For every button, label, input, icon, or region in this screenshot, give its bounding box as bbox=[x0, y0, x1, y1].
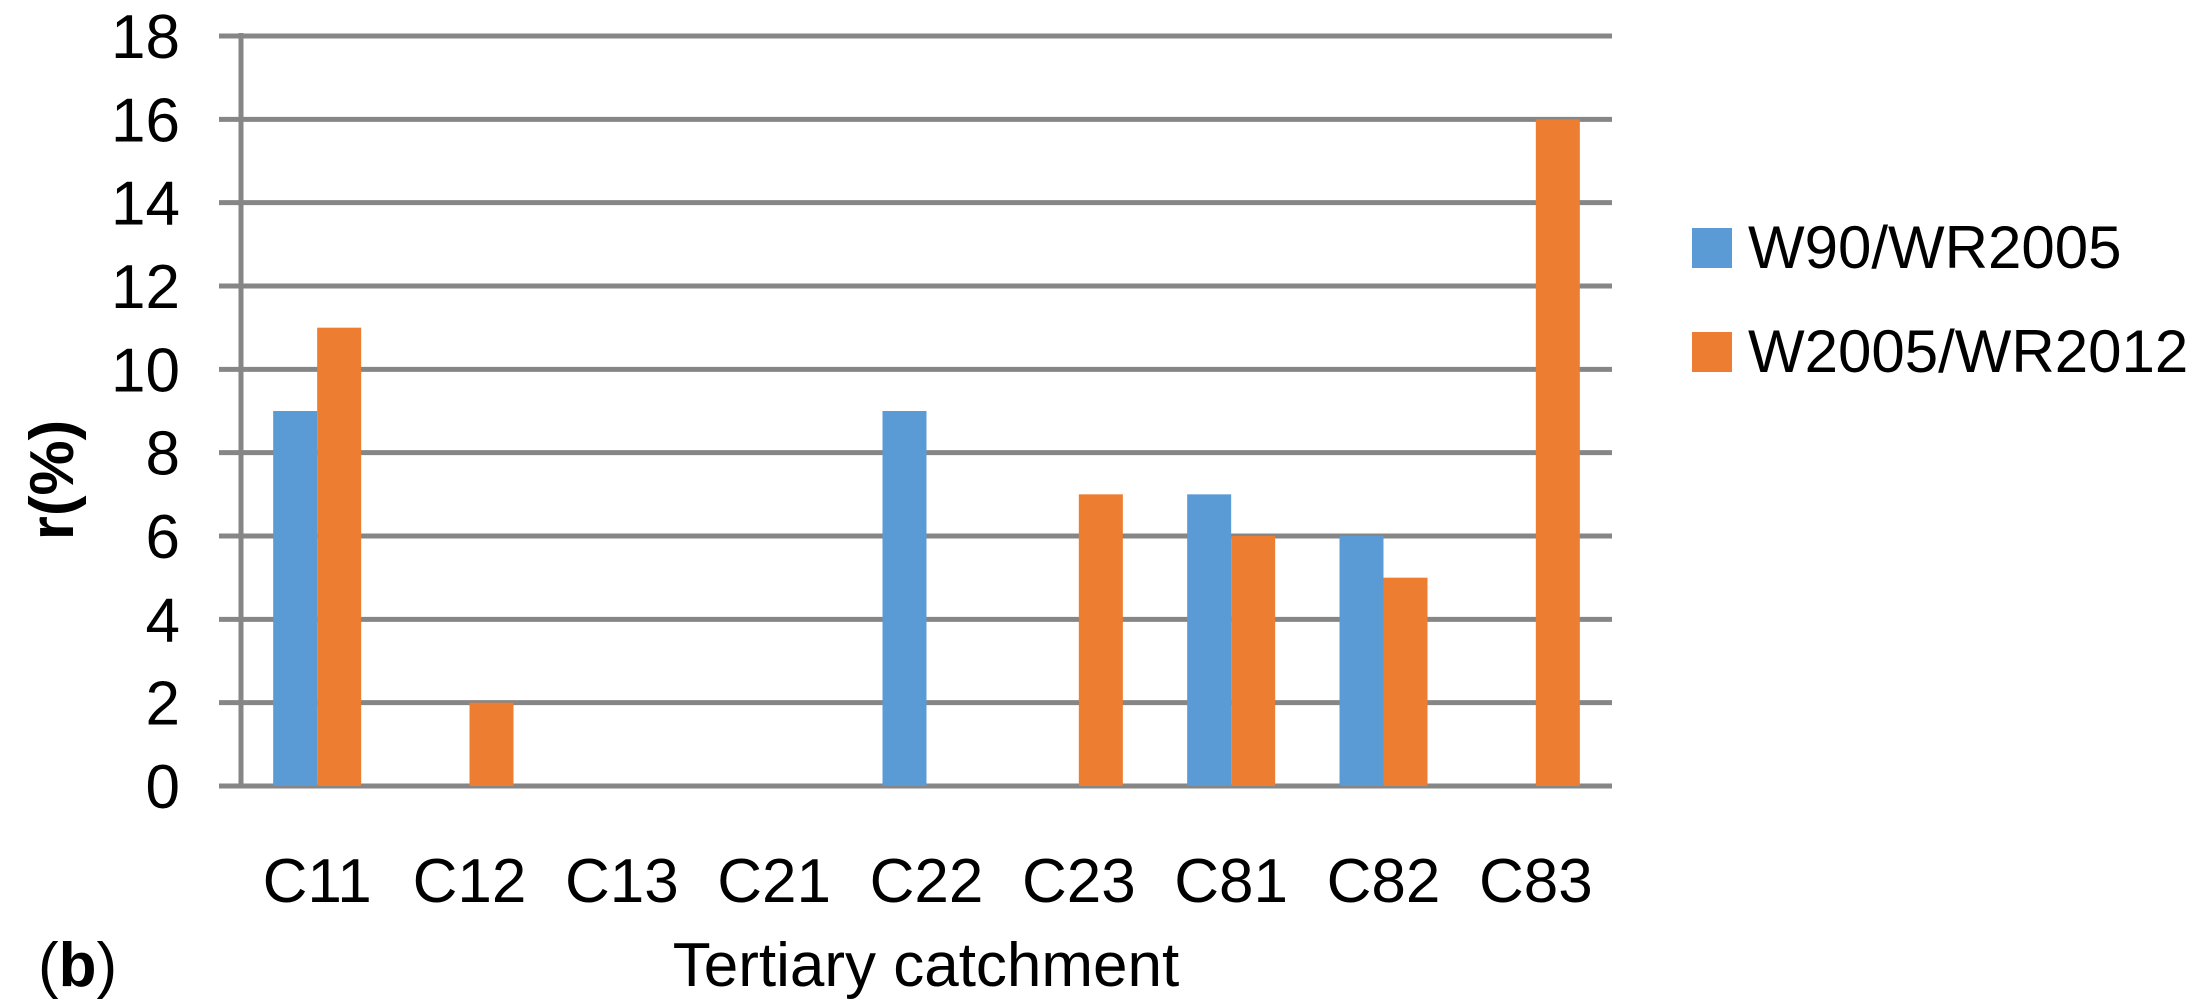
x-tick-label-c81: C81 bbox=[1174, 847, 1288, 916]
legend-label-1: W2005/WR2012 bbox=[1748, 318, 2189, 385]
legend: W90/WR2005 W2005/WR2012 bbox=[1692, 218, 2188, 382]
bar-c82-series0 bbox=[1339, 536, 1384, 786]
y-tick-label-14: 14 bbox=[111, 170, 180, 239]
x-tick-label-c11: C11 bbox=[263, 847, 372, 916]
x-tick-labels: C11 C12 C13 C21 C22 C23 C81 C82 C83 bbox=[263, 847, 1593, 916]
panel-label-letter: b bbox=[59, 931, 97, 1000]
y-tick-label-0: 0 bbox=[146, 753, 180, 822]
bar-c22-series0 bbox=[882, 411, 927, 786]
bar-c11-series0 bbox=[273, 411, 318, 786]
bar-c81-series1 bbox=[1231, 536, 1276, 786]
x-tick-label-c23: C23 bbox=[1022, 847, 1136, 916]
y-tick-label-16: 16 bbox=[111, 86, 180, 155]
y-tick-label-10: 10 bbox=[111, 336, 180, 405]
x-tick-label-c12: C12 bbox=[413, 847, 527, 916]
bar-c23-series1 bbox=[1078, 494, 1123, 786]
y-tick-label-12: 12 bbox=[111, 253, 180, 322]
x-tick-label-c21: C21 bbox=[717, 847, 831, 916]
y-tick-label-8: 8 bbox=[146, 420, 180, 489]
legend-label-0: W90/WR2005 bbox=[1748, 214, 2122, 281]
y-tick-label-18: 18 bbox=[111, 3, 180, 72]
bar-c81-series0 bbox=[1187, 494, 1232, 786]
bars bbox=[273, 119, 1580, 787]
x-tick-label-c83: C83 bbox=[1479, 847, 1593, 916]
x-axis-title: Tertiary catchment bbox=[673, 931, 1180, 1000]
legend-item-0: W90/WR2005 bbox=[1692, 218, 2188, 278]
legend-swatch-1 bbox=[1692, 332, 1732, 372]
legend-item-1: W2005/WR2012 bbox=[1692, 322, 2188, 382]
y-tick-label-2: 2 bbox=[146, 670, 180, 739]
panel-label-close: ) bbox=[97, 931, 118, 1000]
bar-c12-series1 bbox=[469, 702, 514, 786]
panel-label-open: ( bbox=[38, 931, 59, 1000]
y-tick-label-4: 4 bbox=[146, 586, 180, 655]
legend-swatch-0 bbox=[1692, 228, 1732, 268]
bar-c83-series1 bbox=[1535, 119, 1580, 787]
y-tick-labels: 0 2 4 6 8 10 12 14 16 18 bbox=[111, 3, 180, 822]
x-tick-label-c82: C82 bbox=[1327, 847, 1441, 916]
x-tick-label-c13: C13 bbox=[565, 847, 679, 916]
panel-label: (b) bbox=[38, 931, 117, 1000]
x-tick-label-c22: C22 bbox=[870, 847, 984, 916]
y-tick-label-6: 6 bbox=[146, 503, 180, 572]
y-axis-title: r(%) bbox=[18, 420, 87, 541]
bar-c11-series1 bbox=[317, 327, 362, 786]
bar-c82-series1 bbox=[1383, 577, 1428, 786]
